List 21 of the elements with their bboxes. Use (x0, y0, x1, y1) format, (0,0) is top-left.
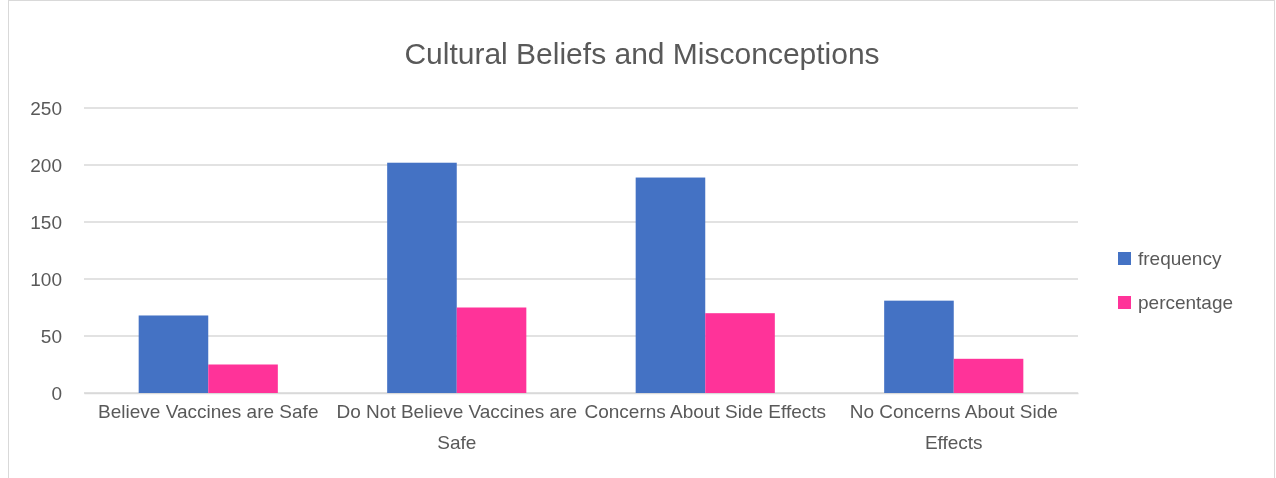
x-tick-label: Do Not Believe Vaccines are Safe (336, 401, 577, 453)
y-tick-label: 200 (30, 154, 62, 176)
legend-label: percentage (1138, 292, 1234, 313)
bar (884, 300, 954, 393)
bar (953, 358, 1024, 393)
x-tick-label: No Concerns About Side Effects (849, 401, 1058, 453)
y-tick-label: 250 (30, 97, 62, 119)
y-tick-label: 150 (30, 211, 62, 233)
y-tick-label: 0 (51, 382, 62, 404)
bar (456, 307, 527, 393)
chart-title: Cultural Beliefs and Misconceptions (404, 37, 880, 70)
x-tick-label: Concerns About Side Effects (584, 401, 827, 423)
bar (138, 315, 209, 393)
y-tick-label: 50 (40, 325, 62, 347)
bar (635, 177, 706, 393)
x-tick-label: Believe Vaccines are Safe (98, 401, 319, 423)
bar (208, 364, 278, 393)
legend-label: frequency (1138, 248, 1222, 269)
bar (387, 162, 457, 393)
y-tick-label: 100 (30, 268, 62, 290)
bar (705, 313, 775, 393)
